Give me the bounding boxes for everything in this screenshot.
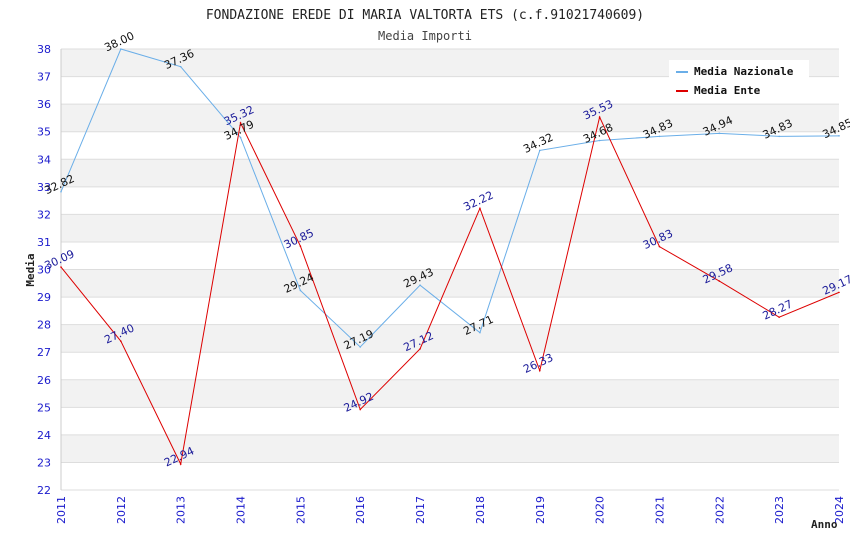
x-tick-label: 2023 (773, 496, 786, 524)
legend: Media Nazionale Media Ente (669, 60, 809, 102)
data-point (598, 139, 601, 142)
data-point (419, 284, 421, 287)
data-point (778, 135, 780, 138)
x-tick-label: 2018 (474, 496, 487, 524)
x-tick-label: 2011 (55, 496, 68, 524)
x-axis-label: Anno (811, 518, 838, 531)
x-tick-label: 2015 (294, 496, 307, 524)
band-30 (61, 241, 839, 270)
legend-box (669, 60, 809, 102)
y-axis-label: Media (24, 253, 37, 286)
data-point (718, 132, 721, 135)
x-tick-label: 2020 (594, 496, 607, 524)
band-23 (61, 434, 839, 463)
y-tick-label: 28 (37, 319, 51, 332)
data-point (538, 149, 541, 152)
band-22 (61, 462, 839, 490)
x-tick-label: 2022 (713, 496, 726, 524)
data-point (419, 348, 421, 350)
x-tick-label: 2016 (354, 496, 367, 524)
band-28 (61, 297, 839, 325)
x-tick-label: 2017 (414, 496, 427, 524)
y-tick-label: 24 (37, 429, 51, 442)
band-32 (61, 186, 839, 215)
x-axis-ticks: 2011 2012 2013 2014 2015 2016 2017 2018 2019 2020… (55, 496, 846, 524)
y-tick-label: 33 (37, 181, 51, 194)
band-34 (61, 131, 839, 160)
data-point (838, 291, 840, 294)
data-point (359, 346, 362, 348)
series-line-0 (60, 48, 840, 348)
y-axis-ticks: 22 23 24 25 26 27 28 29 30 31 32 33 34 35 36 37 38 (37, 43, 51, 497)
data-point (778, 316, 780, 318)
data-point (299, 245, 302, 247)
data-point (838, 135, 840, 137)
y-tick-label: 37 (37, 71, 51, 84)
data-point (299, 289, 302, 292)
y-tick-label: 36 (37, 98, 51, 111)
data-point (239, 136, 242, 139)
y-tick-label: 27 (37, 346, 51, 359)
x-tick-label: 2024 (833, 496, 846, 524)
y-tick-label: 23 (37, 456, 51, 469)
chart-subtitle: Media Importi (378, 29, 472, 43)
band-26 (61, 352, 839, 380)
y-tick-label: 22 (37, 484, 51, 497)
x-tick-label: 2021 (653, 496, 666, 524)
band-24 (61, 407, 839, 435)
band-31 (61, 214, 839, 242)
data-point (598, 116, 601, 118)
x-tick-label: 2013 (175, 496, 188, 524)
data-point (120, 340, 122, 342)
band-35 (61, 104, 839, 132)
data-point (60, 266, 62, 268)
y-tick-label: 30 (37, 264, 51, 277)
y-tick-label: 35 (37, 126, 51, 139)
data-point (179, 463, 182, 465)
band-27 (61, 324, 839, 353)
chart-title: FONDAZIONE EREDE DI MARIA VALTORTA ETS (… (206, 8, 644, 23)
series-lines (60, 48, 840, 466)
band-33 (61, 159, 839, 187)
data-point (239, 122, 242, 124)
y-tick-label: 38 (37, 43, 51, 56)
y-tick-label: 34 (37, 153, 51, 166)
data-point (479, 207, 481, 210)
x-tick-label: 2019 (534, 496, 547, 524)
y-tick-label: 25 (37, 401, 51, 414)
y-tick-label: 26 (37, 374, 51, 387)
band-29 (61, 269, 839, 298)
x-tick-label: 2012 (115, 496, 128, 524)
y-tick-label: 31 (37, 236, 51, 249)
data-point (120, 48, 122, 50)
data-point (538, 369, 541, 372)
data-point (359, 408, 362, 411)
gridlines (61, 48, 839, 491)
legend-label-nazionale: Media Nazionale (694, 65, 794, 78)
data-point (658, 245, 661, 248)
series-line-1 (60, 115, 840, 466)
x-tick-label: 2014 (235, 496, 248, 524)
data-point (179, 65, 182, 68)
band-25 (61, 379, 839, 408)
data-point (658, 135, 661, 138)
data-point (60, 190, 62, 193)
data-point (479, 331, 481, 334)
plot-background-bands (61, 49, 839, 490)
data-point (718, 280, 721, 282)
legend-label-ente: Media Ente (694, 84, 761, 97)
y-tick-label: 29 (37, 291, 51, 304)
y-tick-label: 32 (37, 208, 51, 221)
